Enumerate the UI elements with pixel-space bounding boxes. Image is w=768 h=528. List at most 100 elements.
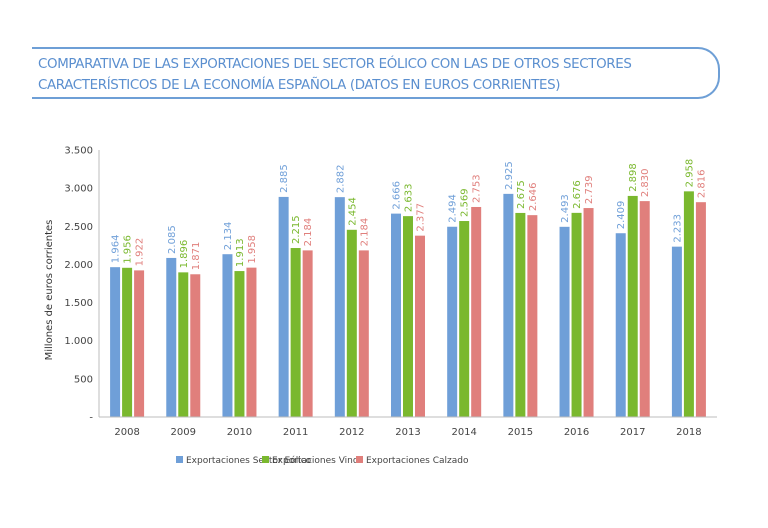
data-label: 1.958 xyxy=(247,235,258,264)
bar xyxy=(683,191,694,417)
x-tick-label: 2018 xyxy=(676,427,701,438)
x-tick-label: 2013 xyxy=(395,427,420,438)
data-label: 2.493 xyxy=(560,194,571,223)
x-tick-label: 2010 xyxy=(227,427,252,438)
data-label: 2.830 xyxy=(640,168,651,197)
x-tick-label: 2014 xyxy=(451,427,476,438)
bar xyxy=(639,201,650,417)
chart-title-line-2: CARACTERÍSTICOS DE LA ECONOMÍA ESPAÑOLA … xyxy=(38,78,561,93)
chart-title-line-1: COMPARATIVA DE LAS EXPORTACIONES DEL SEC… xyxy=(38,57,632,72)
data-label: 2.898 xyxy=(628,163,639,192)
y-tick-label: 500 xyxy=(74,374,93,385)
bar xyxy=(358,250,369,417)
x-axis: 2008 2009 2010 2011 2012 2013 2014 2015 2016 2017… xyxy=(99,416,717,438)
data-label: 2.958 xyxy=(684,159,695,188)
legend-label: Exportaciones Vino xyxy=(272,456,359,466)
x-tick-label: 2015 xyxy=(508,427,533,438)
legend-label: Exportaciones Sector Eólico xyxy=(186,455,312,466)
x-tick-label: 2016 xyxy=(564,427,589,438)
data-label: 1.913 xyxy=(235,238,246,267)
bar xyxy=(527,215,538,417)
data-label: 2.816 xyxy=(696,170,707,199)
x-tick-label: 2009 xyxy=(171,427,196,438)
data-label: 2.184 xyxy=(303,218,314,247)
y-axis: - 500 1.000 1.500 2.000 2.500 3.000 3.500 xyxy=(64,146,100,424)
y-axis-label: Millones de euros corrientes xyxy=(44,220,55,361)
y-tick-label: 3.000 xyxy=(64,184,93,195)
bar xyxy=(583,208,594,417)
bar xyxy=(346,229,357,417)
bar xyxy=(234,271,245,417)
data-label: 2.184 xyxy=(359,218,370,247)
data-label: 2.377 xyxy=(416,203,427,232)
bar xyxy=(278,196,289,417)
data-label: 2.134 xyxy=(223,222,234,251)
bar xyxy=(178,272,189,417)
data-label: 2.085 xyxy=(167,225,178,254)
bar xyxy=(515,212,526,417)
data-label: 2.233 xyxy=(672,214,683,243)
bars xyxy=(110,191,706,417)
data-label: 2.215 xyxy=(291,215,302,244)
data-label: 1.922 xyxy=(135,238,146,267)
bar xyxy=(190,274,201,417)
bar xyxy=(110,267,121,417)
y-tick-label: 3.500 xyxy=(64,146,93,157)
legend-swatch xyxy=(176,456,183,463)
y-tick-label: 1.000 xyxy=(64,336,93,347)
y-tick-label: 1.500 xyxy=(64,298,93,309)
bar xyxy=(415,235,425,417)
bar xyxy=(391,213,401,417)
data-label: 1.896 xyxy=(179,240,190,269)
bar xyxy=(559,226,570,417)
y-tick-label: 2.000 xyxy=(64,260,93,271)
data-label: 2.666 xyxy=(392,181,403,210)
data-label: 2.925 xyxy=(504,161,515,190)
bar xyxy=(290,248,301,417)
data-label: 2.676 xyxy=(572,180,583,209)
data-label: 2.494 xyxy=(448,194,459,223)
data-label: 2.675 xyxy=(516,180,527,209)
x-tick-label: 2012 xyxy=(339,427,364,438)
bar xyxy=(246,267,257,417)
y-tick-label: 2.500 xyxy=(64,222,93,233)
bar xyxy=(134,270,145,417)
x-tick-label: 2011 xyxy=(283,427,308,438)
data-label: 2.885 xyxy=(279,164,290,193)
data-label: 2.753 xyxy=(472,174,483,203)
bar xyxy=(222,254,233,417)
bar xyxy=(627,195,638,417)
data-label: 1.956 xyxy=(123,235,134,264)
bar xyxy=(571,212,582,417)
bar xyxy=(122,267,133,417)
bar xyxy=(447,226,458,417)
bar xyxy=(503,193,514,417)
legend: Exportaciones Sector EólicoExportaciones… xyxy=(176,455,469,466)
bar xyxy=(671,246,682,417)
y-tick-label: - xyxy=(89,413,93,424)
bar xyxy=(334,197,345,417)
data-label: 2.569 xyxy=(460,188,471,217)
title-frame xyxy=(32,47,720,99)
x-tick-label: 2017 xyxy=(620,427,645,438)
legend-swatch xyxy=(262,456,269,463)
data-label: 2.646 xyxy=(528,183,539,212)
data-label: 1.964 xyxy=(111,235,122,264)
bar xyxy=(166,257,177,417)
bar xyxy=(695,202,706,417)
bar xyxy=(615,233,626,417)
data-label: 1.871 xyxy=(191,242,202,271)
data-label: 2.633 xyxy=(404,183,415,212)
bar xyxy=(302,250,313,417)
bar xyxy=(403,216,413,417)
legend-label: Exportaciones Calzado xyxy=(366,456,469,466)
x-tick-label: 2008 xyxy=(114,427,139,438)
data-label: 2.454 xyxy=(347,197,358,226)
bar xyxy=(471,206,482,417)
data-label: 2.739 xyxy=(584,175,595,204)
data-label: 2.882 xyxy=(335,165,346,194)
bar xyxy=(459,221,470,417)
legend-swatch xyxy=(356,456,363,463)
